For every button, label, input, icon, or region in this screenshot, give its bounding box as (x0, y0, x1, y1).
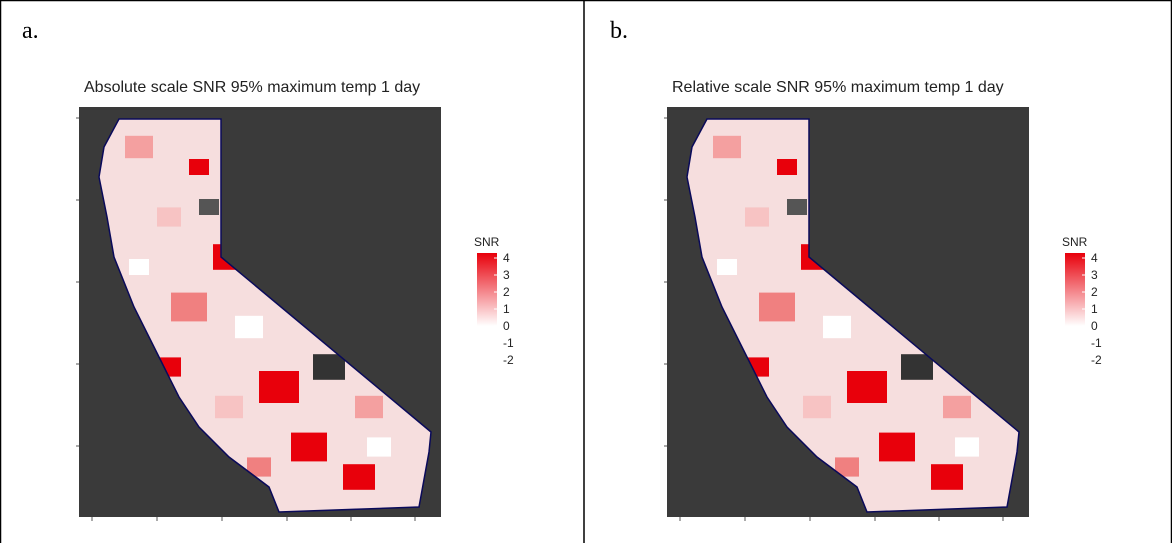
legend-tick-label: 3 (1091, 268, 1098, 282)
legend-tick-label: 4 (1091, 251, 1098, 265)
region (901, 354, 933, 380)
region (189, 159, 209, 175)
colorbar (477, 253, 497, 326)
state-fill (99, 119, 431, 512)
region (835, 457, 859, 477)
region (803, 395, 831, 419)
map-title: Absolute scale SNR 95% maximum temp 1 da… (84, 79, 420, 96)
region (777, 159, 797, 175)
region (823, 315, 851, 339)
legend-tick-label: -1 (503, 336, 514, 350)
state-fill (687, 119, 1019, 512)
region (129, 259, 149, 275)
region (171, 292, 207, 322)
legend-tick-label: 0 (1091, 319, 1098, 333)
region (955, 437, 979, 457)
region (943, 395, 971, 419)
region (157, 207, 181, 227)
legend-title: SNR (1062, 235, 1088, 249)
legend-title: SNR (474, 235, 500, 249)
region (355, 395, 383, 419)
panel-label: a. (22, 18, 39, 44)
legend-tick-label: -1 (1091, 336, 1102, 350)
panel-label: b. (610, 18, 628, 44)
state-outline (686, 118, 1020, 513)
region (713, 135, 741, 159)
legend-tick-label: 2 (503, 285, 510, 299)
region (247, 457, 271, 477)
region (199, 199, 219, 215)
region (291, 432, 327, 462)
region (367, 437, 391, 457)
legend-tick-label: 1 (503, 302, 510, 316)
region (125, 135, 153, 159)
region (847, 371, 887, 403)
legend-tick-label: 2 (1091, 285, 1098, 299)
state-outline (98, 118, 432, 513)
legend-tick-label: -2 (503, 353, 514, 367)
region (759, 292, 795, 322)
region (879, 432, 915, 462)
region (931, 464, 963, 490)
map-title: Relative scale SNR 95% maximum temp 1 da… (672, 79, 1004, 96)
region (745, 207, 769, 227)
legend-tick-label: 3 (503, 268, 510, 282)
region (343, 464, 375, 490)
legend-tick-label: 1 (1091, 302, 1098, 316)
region (259, 371, 299, 403)
legend-tick-label: -2 (1091, 353, 1102, 367)
region (235, 315, 263, 339)
region (787, 199, 807, 215)
region (313, 354, 345, 380)
colorbar (1065, 253, 1085, 326)
legend-tick-label: 0 (503, 319, 510, 333)
region (717, 259, 737, 275)
region (215, 395, 243, 419)
panel: b. Relative scale SNR 95% maximum temp 1 … (610, 18, 1102, 521)
panel: a. Absolute scale SNR 95% maximum temp 1 … (22, 18, 514, 521)
legend-tick-label: 4 (503, 251, 510, 265)
